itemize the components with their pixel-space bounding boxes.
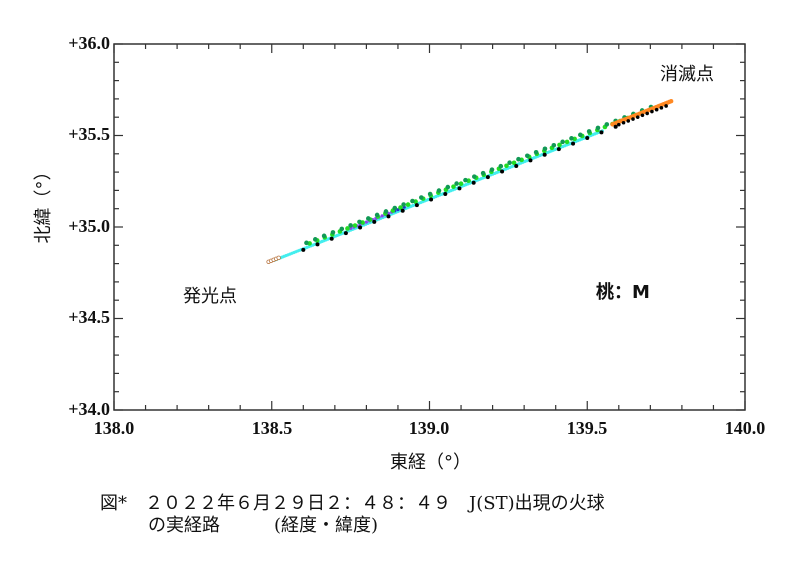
x-tick-138: 138.0 bbox=[93, 418, 135, 438]
y-axis-label: 北緯（°） bbox=[33, 162, 54, 244]
y-tick-35-5: +35.5 bbox=[68, 124, 110, 144]
axis-ticks bbox=[113, 43, 746, 411]
station-label: 桃：M bbox=[596, 282, 650, 303]
y-tick-35: +35.0 bbox=[68, 216, 110, 236]
x-tick-140: 140.0 bbox=[724, 418, 766, 438]
x-tick-139-5: 139.5 bbox=[566, 418, 608, 438]
y-tick-34: +34.0 bbox=[68, 399, 110, 419]
figure-caption-line1: 図* ２０２２年６月２９日２：４８：４９ J(ST)出現の火球 bbox=[100, 493, 605, 514]
x-axis-label: 東経（°） bbox=[390, 452, 471, 473]
y-tick-36: +36.0 bbox=[68, 33, 110, 53]
x-tick-138-5: 138.5 bbox=[251, 418, 293, 438]
x-tick-139: 139.0 bbox=[408, 418, 450, 438]
start-point-label: 発光点 bbox=[183, 286, 237, 307]
end-point-label: 消滅点 bbox=[660, 64, 714, 85]
y-tick-34-5: +34.5 bbox=[68, 307, 110, 327]
figure-caption-line2: の実経路 (経度・緯度) bbox=[148, 515, 379, 536]
plot-frame bbox=[113, 43, 746, 411]
trajectory-points bbox=[266, 99, 674, 264]
